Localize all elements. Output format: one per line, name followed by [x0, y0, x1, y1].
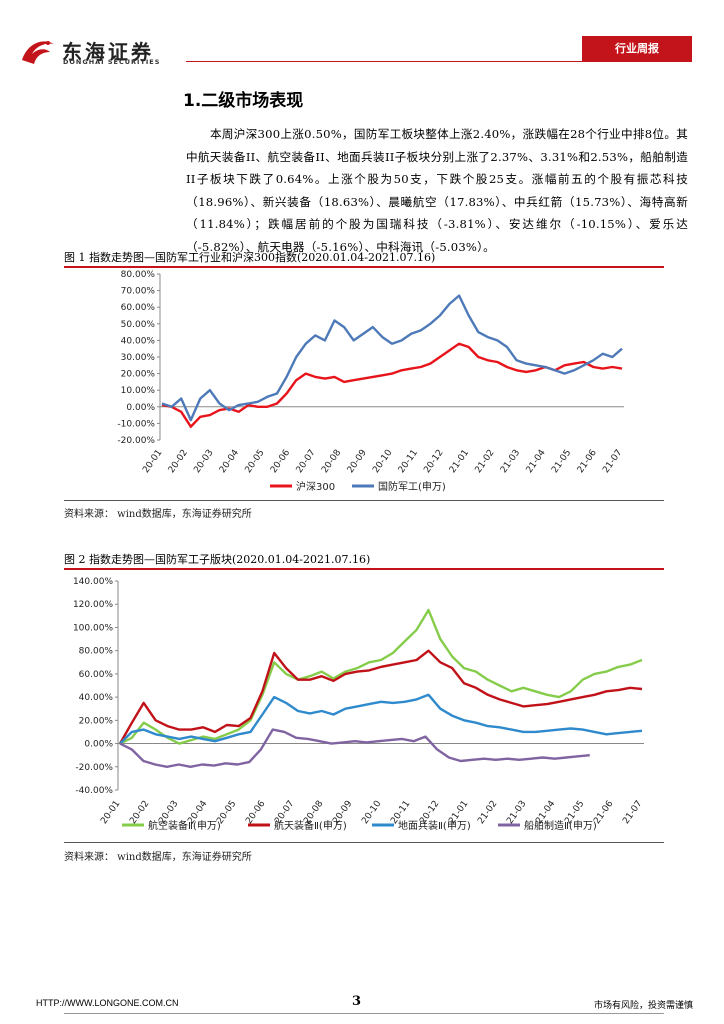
- footer-divider: [64, 1013, 664, 1014]
- chart2-ytick-label: 40.00%: [79, 693, 114, 703]
- figure1-source: 资料来源： wind数据库，东海证券研究所: [64, 509, 252, 520]
- chart2-ytick-label: 100.00%: [73, 623, 113, 633]
- chart1-xtick-label: 20-12: [422, 448, 445, 475]
- figure2-chart: -40.00% -20.00% 0.00% 20.00% 40.00% 60.00% 80.…: [73, 577, 645, 832]
- chart1-xtick-label: 21-05: [550, 448, 573, 475]
- chart2-xtick-label: 20-06: [244, 799, 267, 826]
- logo-english-text: DONGHAI SECURITIES: [63, 58, 161, 66]
- figure2-source: 资料来源： wind数据库，东海证券研究所: [64, 852, 252, 863]
- footer-url: HTTP://WWW.LONGONE.COM.CN: [36, 998, 179, 1008]
- chart1-xtick-label: 21-02: [473, 448, 496, 475]
- chart1-ytick-label: 0.00%: [126, 403, 155, 413]
- chart1-xtick-label: 20-02: [167, 448, 190, 475]
- chart1-xtick-label: 20-06: [269, 448, 292, 475]
- chart1-series-line: [161, 342, 623, 428]
- chart2-ytick-label: 120.00%: [73, 600, 113, 610]
- section-title: 1.二级市场表现: [183, 91, 304, 111]
- header-divider: [186, 61, 582, 62]
- report-type-tag: 行业周报: [582, 36, 692, 62]
- chart2-ytick-label: -20.00%: [75, 763, 113, 773]
- chart1-series-line: [161, 294, 623, 422]
- chart1-ytick-label: 70.00%: [121, 287, 156, 297]
- chart1-xtick-label: 21-04: [525, 448, 548, 475]
- chart1-xtick-label: 20-11: [397, 448, 420, 475]
- chart1-xtick-label: 20-08: [320, 448, 343, 475]
- chart1-xtick-label: 20-03: [192, 448, 215, 475]
- chart1-ytick-label: 10.00%: [121, 386, 156, 396]
- chart2-ytick-label: -40.00%: [75, 786, 113, 796]
- chart2-ytick-label: 80.00%: [79, 647, 114, 657]
- figure1-chart: -20.00% -10.00% 0.00% 10.00% 20.00% 30.00% 40.…: [117, 270, 624, 493]
- chart1-legend-label: 沪深300: [296, 480, 335, 493]
- chart2-series-line: [119, 693, 643, 745]
- figure1-title: 图 1 指数走势图—国防军工行业和沪深300指数(2020.01.04-2021…: [64, 251, 436, 264]
- page-number: 3: [352, 994, 362, 1009]
- chart1-ytick-label: -10.00%: [117, 419, 155, 429]
- chart2-legend-label: 航空装备Ⅱ(申万): [148, 819, 221, 832]
- chart1-xtick-label: 20-10: [371, 448, 394, 475]
- chart2-xtick-label: 21-02: [476, 799, 499, 826]
- chart1-ytick-label: 80.00%: [121, 270, 156, 280]
- chart1-ytick-label: -20.00%: [117, 436, 155, 446]
- chart2-series-line: [119, 608, 643, 745]
- chart2-series-line: [119, 728, 590, 769]
- figure1-top-rule: [64, 266, 664, 268]
- figure2-top-rule: [64, 568, 664, 570]
- dragon-logo-icon: [22, 41, 54, 64]
- chart1-ytick-label: 30.00%: [121, 353, 156, 363]
- chart1-ytick-label: 20.00%: [121, 370, 156, 380]
- logo-chinese-text: 东海证券: [62, 40, 154, 64]
- chart2-xtick-label: 20-01: [99, 799, 122, 826]
- chart2-legend-label: 船舶制造Ⅱ(申万): [524, 819, 597, 832]
- chart1-xtick-label: 20-01: [141, 448, 164, 475]
- chart1-ytick-label: 50.00%: [121, 320, 156, 330]
- chart2-ytick-label: 20.00%: [79, 716, 114, 726]
- chart2-xtick-label: 21-07: [621, 799, 644, 826]
- figure1-bottom-rule: [64, 500, 664, 501]
- chart1-ytick-label: 40.00%: [121, 336, 156, 346]
- chart2-legend-label: 航天装备Ⅱ(申万): [274, 819, 347, 832]
- market-summary-paragraph: 本周沪深300上涨0.50%，国防军工板块整体上涨2.40%，涨跌幅在28个行业…: [186, 127, 688, 254]
- chart2-xtick-label: 20-10: [360, 799, 383, 826]
- chart1-xtick-label: 21-03: [499, 448, 522, 475]
- chart1-xtick-label: 21-01: [448, 448, 471, 475]
- chart2-ytick-label: 0.00%: [84, 740, 113, 750]
- chart2-ytick-label: 60.00%: [79, 670, 114, 680]
- chart2-ytick-label: 140.00%: [73, 577, 113, 587]
- risk-disclaimer: 市场有风险，投资需谨慎: [594, 1001, 694, 1011]
- chart1-ytick-label: 60.00%: [121, 303, 156, 313]
- chart2-series-line: [118, 649, 643, 745]
- chart1-xtick-label: 20-04: [218, 448, 241, 475]
- chart2-legend-label: 地面兵装Ⅱ(申万): [398, 819, 471, 832]
- figure2-title: 图 2 指数走势图—国防军工子版块(2020.01.04-2021.07.16): [64, 553, 371, 566]
- chart1-legend-label: 国防军工(申万): [378, 480, 446, 493]
- chart1-xtick-label: 20-09: [346, 448, 369, 475]
- chart1-xtick-label: 20-07: [295, 448, 318, 475]
- chart1-xtick-label: 21-06: [576, 448, 599, 475]
- figure2-bottom-rule: [64, 842, 664, 843]
- chart1-xtick-label: 21-07: [601, 448, 624, 475]
- chart1-xtick-label: 20-05: [243, 448, 266, 475]
- company-logo: 东海证券 DONGHAI SECURITIES: [18, 34, 178, 68]
